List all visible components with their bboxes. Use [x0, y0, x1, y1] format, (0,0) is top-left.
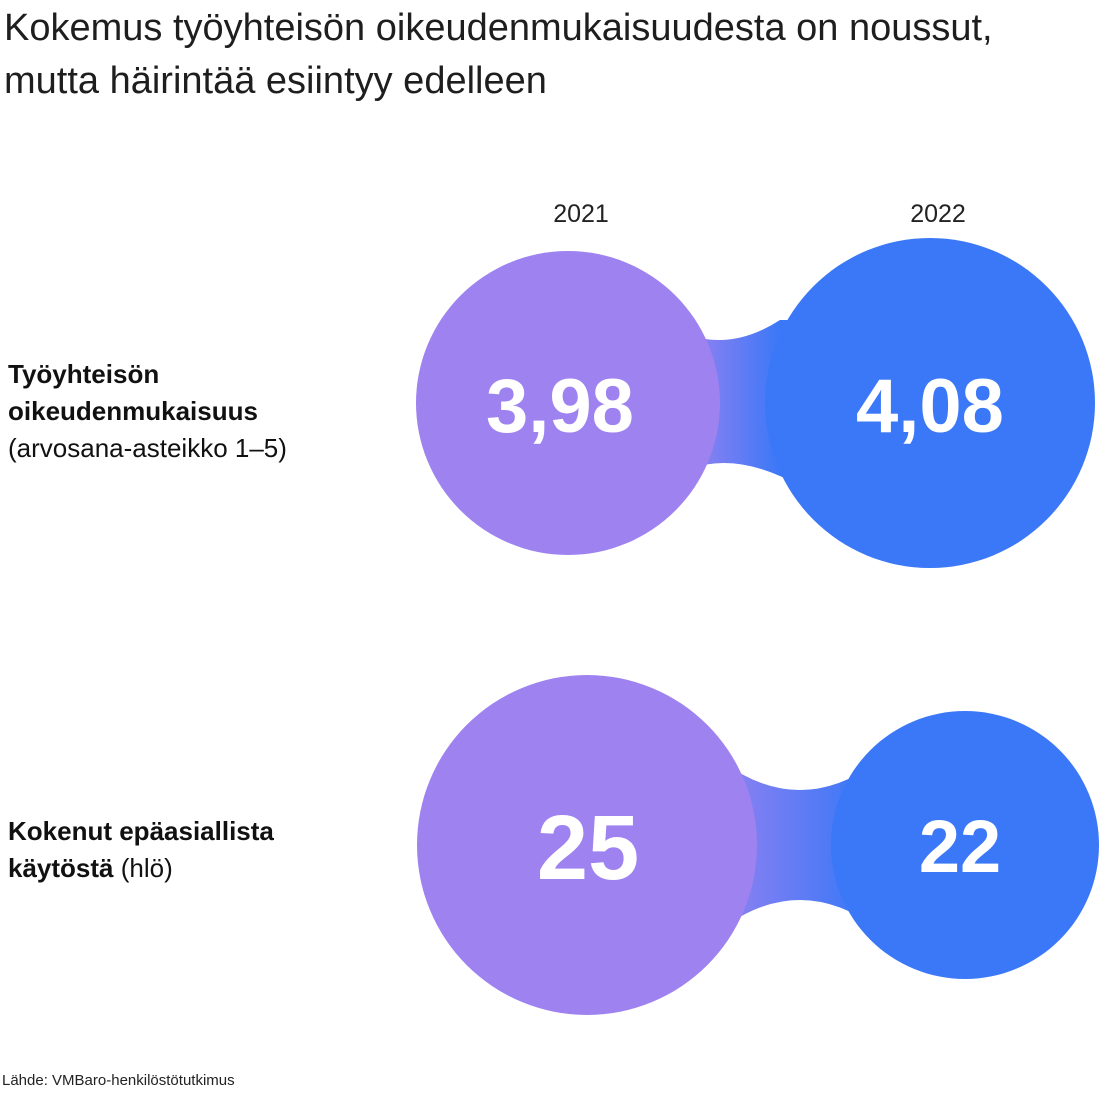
source-note: Lähde: VMBaro-henkilöstötutkimus — [2, 1072, 235, 1089]
value-2021: 3,98 — [486, 364, 634, 449]
year-label-2021: 2021 — [553, 200, 609, 228]
row-label-unit: (arvosana-asteikko 1–5) — [8, 433, 287, 463]
bubble-2022 — [831, 711, 1099, 979]
value-2022: 22 — [919, 805, 1001, 888]
bubble-2021 — [417, 675, 757, 1015]
bubble-2021 — [416, 251, 720, 555]
row-label-fairness: Työyhteisön oikeudenmukaisuus (arvosana-… — [8, 356, 318, 467]
row-label-unit: (hlö) — [120, 853, 173, 883]
bubble-pair-harassment: 25 22 — [417, 675, 1099, 1015]
value-2021: 25 — [537, 797, 639, 899]
value-2022: 4,08 — [856, 364, 1004, 449]
bubble-2022 — [765, 238, 1095, 568]
row-label-harassment: Kokenut epäasiallista käytöstä (hlö) — [8, 813, 338, 887]
year-label-2022: 2022 — [910, 200, 966, 228]
bubble-pair-fairness: 3,98 4,08 — [416, 238, 1095, 568]
row-label-main: Työyhteisön oikeudenmukaisuus — [8, 359, 258, 426]
chart-title: Kokemus työyhteisön oikeudenmukaisuudest… — [4, 7, 993, 102]
row-label-main: Kokenut epäasiallista käytöstä — [8, 816, 274, 883]
